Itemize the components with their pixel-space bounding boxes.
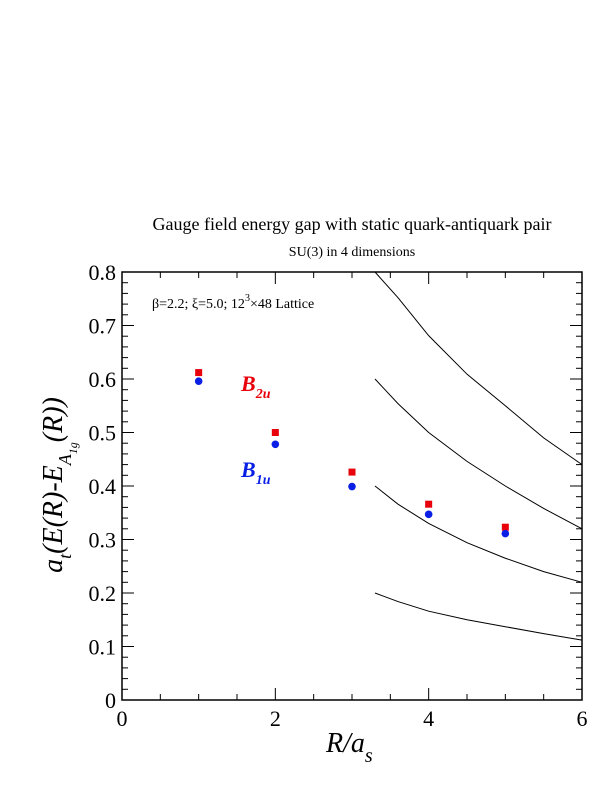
y-axis-label-post: (R)) <box>38 397 69 442</box>
y-axis-label-sub-a: A <box>55 453 75 466</box>
data-point-B1u <box>501 529 510 538</box>
x-tick-label: 4 <box>423 706 434 731</box>
reference-curve-4 <box>374 592 583 641</box>
params-text: β=2.2; ξ=5.0; 12 <box>152 297 245 312</box>
y-tick-label: 0.7 <box>89 314 117 339</box>
curves-layer <box>374 271 583 641</box>
reference-curve-1 <box>374 271 583 466</box>
data-point-B1u <box>424 510 433 519</box>
data-point-B2u <box>501 523 509 531</box>
legend-b2u: B2u <box>240 371 271 402</box>
chart-title: Gauge field energy gap with static quark… <box>152 214 551 234</box>
lattice-text: ×48 Lattice <box>250 297 314 312</box>
y-tick-label: 0.6 <box>89 367 117 392</box>
y-axis-label-pre: a <box>38 559 69 573</box>
y-axis-label-mid: (E(R)-E <box>38 465 69 554</box>
data-point-B2u <box>195 369 203 377</box>
legend-b2u-main: B <box>240 371 256 396</box>
x-tick-label: 0 <box>117 706 128 731</box>
ticks-layer <box>121 271 583 701</box>
x-axis-label: R/as <box>325 728 373 767</box>
y-axis-label-sub-t: t <box>55 553 75 559</box>
y-axis-label-sub-1g: 1g <box>66 442 80 454</box>
data-point-B1u <box>348 482 356 491</box>
data-point-B2u <box>348 468 356 476</box>
y-axis-label-group: at(E(R)-EA1g(R)) <box>38 397 80 573</box>
data-point-B2u <box>425 500 433 508</box>
legend-b1u-sub: 1u <box>256 473 271 488</box>
params-superscript: 3 <box>245 293 250 304</box>
y-tick-label: 0.8 <box>89 260 117 285</box>
x-axis-label-sub: s <box>365 745 373 767</box>
legend-b1u: B1u <box>240 457 271 488</box>
x-axis-label-main: R/a <box>325 728 365 759</box>
y-tick-label: 0.4 <box>89 474 117 499</box>
lattice-parameters-annotation: β=2.2; ξ=5.0; 123×48 Lattice <box>152 293 314 312</box>
data-point-B2u <box>271 429 279 436</box>
x-tick-label: 6 <box>577 706 588 731</box>
legend-b2u-sub: 2u <box>255 387 271 402</box>
data-point-B1u <box>271 440 280 449</box>
y-tick-label: 0.2 <box>89 581 117 606</box>
y-tick-label: 0 <box>105 688 116 713</box>
x-tick-label: 2 <box>270 706 281 731</box>
chart-subtitle: SU(3) in 4 dimensions <box>289 245 415 260</box>
points-layer <box>194 369 510 538</box>
reference-curve-2 <box>374 378 583 530</box>
data-point-B1u <box>194 377 203 385</box>
reference-curve-3 <box>374 485 583 583</box>
legend-b1u-main: B <box>240 457 256 482</box>
y-axis-label: at(E(R)-EA1g(R)) <box>38 397 80 573</box>
y-tick-label: 0.1 <box>89 635 117 660</box>
y-tick-label: 0.5 <box>89 421 117 446</box>
y-tick-label: 0.3 <box>89 528 117 553</box>
